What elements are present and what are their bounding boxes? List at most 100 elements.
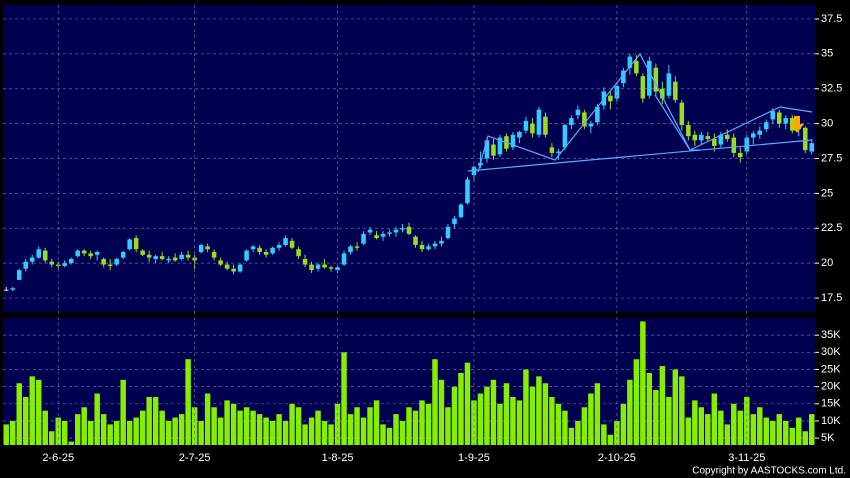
y-tick-label: 30K <box>821 346 841 358</box>
candle-body <box>419 245 425 250</box>
candle-body <box>354 246 360 248</box>
volume-bar <box>61 420 68 445</box>
volume-bar <box>152 396 159 445</box>
volume-bar <box>555 403 562 445</box>
volume-bar <box>367 407 373 445</box>
volume-bar <box>672 369 679 445</box>
candle-body <box>172 257 178 261</box>
volume-bar <box>750 414 757 445</box>
volume-bar <box>29 376 35 445</box>
candle-body <box>23 261 29 269</box>
x-tick-label: 2-7-25 <box>179 452 211 464</box>
volume-bar <box>783 420 789 445</box>
candle-body <box>270 247 275 254</box>
volume-bar <box>185 359 191 445</box>
candle-body <box>185 254 191 258</box>
candle-body <box>692 134 698 141</box>
volume-bar <box>490 379 497 445</box>
candle-body <box>770 111 776 120</box>
candle-body <box>244 250 249 261</box>
candle-body <box>699 134 704 141</box>
volume-bar <box>666 396 672 445</box>
candle-body <box>738 152 743 158</box>
candle-body <box>432 243 438 247</box>
volume-bar <box>438 379 445 445</box>
candle-body <box>380 233 386 237</box>
volume-bar <box>529 386 536 445</box>
volume-bar <box>3 424 9 445</box>
candle-body <box>582 112 587 127</box>
volume-bar <box>373 400 380 445</box>
volume-bar <box>627 379 633 445</box>
candle-body <box>569 118 574 126</box>
volume-bar <box>425 403 432 445</box>
candle-body <box>81 250 87 254</box>
volume-bar <box>516 400 523 445</box>
candle-body <box>731 137 737 153</box>
candle-body <box>491 144 496 156</box>
y-tick-label: 17.5 <box>821 292 842 304</box>
candle-body <box>296 249 301 257</box>
candle-body <box>614 85 620 99</box>
candle-body <box>62 263 67 266</box>
volume-bar <box>523 369 529 445</box>
candle-body <box>218 260 223 265</box>
volume-bar <box>620 403 627 445</box>
volume-bar <box>711 393 718 445</box>
volume-bar <box>360 417 367 445</box>
x-tick-label: 1-9-25 <box>458 452 490 464</box>
candle-body <box>608 95 613 102</box>
candle-body <box>725 134 730 139</box>
volume-bar <box>107 424 113 445</box>
candle-body <box>809 143 815 152</box>
candle-body <box>465 179 470 204</box>
candle-body <box>413 236 418 246</box>
y-tick-label: 20 <box>821 257 833 269</box>
candle-body <box>361 233 366 244</box>
volume-bar <box>10 420 16 445</box>
volume-bar <box>789 427 795 445</box>
volume-bar <box>237 410 243 445</box>
candle-body <box>374 235 379 239</box>
volume-bar <box>770 420 776 445</box>
volume-bar <box>126 420 133 445</box>
candle-body <box>666 73 672 96</box>
candle-body <box>3 289 9 291</box>
volume-bar <box>308 417 315 445</box>
candle-body <box>783 118 789 124</box>
volume-bar <box>302 424 308 445</box>
candle-body <box>211 251 217 258</box>
candle-body <box>335 267 340 271</box>
volume-bar <box>393 414 399 445</box>
candle-body <box>198 245 204 252</box>
candle-body <box>621 70 626 84</box>
candle-body <box>640 76 646 99</box>
candle-body <box>517 131 522 138</box>
y-tick-label: 15K <box>821 398 841 410</box>
volume-bar <box>464 362 471 445</box>
volume-bar <box>419 400 425 445</box>
volume-bar <box>321 420 328 445</box>
x-tick-label: 3-11-25 <box>728 452 765 464</box>
candle-body <box>595 106 600 123</box>
candle-body <box>146 254 152 258</box>
candle-body <box>101 258 106 265</box>
candle-body <box>179 254 184 259</box>
candle-body <box>426 246 431 250</box>
candle-body <box>679 102 685 126</box>
volume-bar <box>198 420 204 445</box>
volume-bar <box>809 414 815 445</box>
candle-body <box>16 270 22 280</box>
candle-body <box>68 258 74 264</box>
candle-body <box>328 267 334 269</box>
candle-body <box>400 228 405 230</box>
candle-body <box>322 264 327 268</box>
candle-body <box>757 130 763 135</box>
volume-bar <box>601 424 607 445</box>
candle-body <box>627 56 633 68</box>
candle-body <box>776 112 782 124</box>
y-tick-label: 25K <box>821 363 841 375</box>
candle-body <box>660 88 665 99</box>
volume-bar <box>406 407 412 445</box>
candle-body <box>49 261 54 265</box>
